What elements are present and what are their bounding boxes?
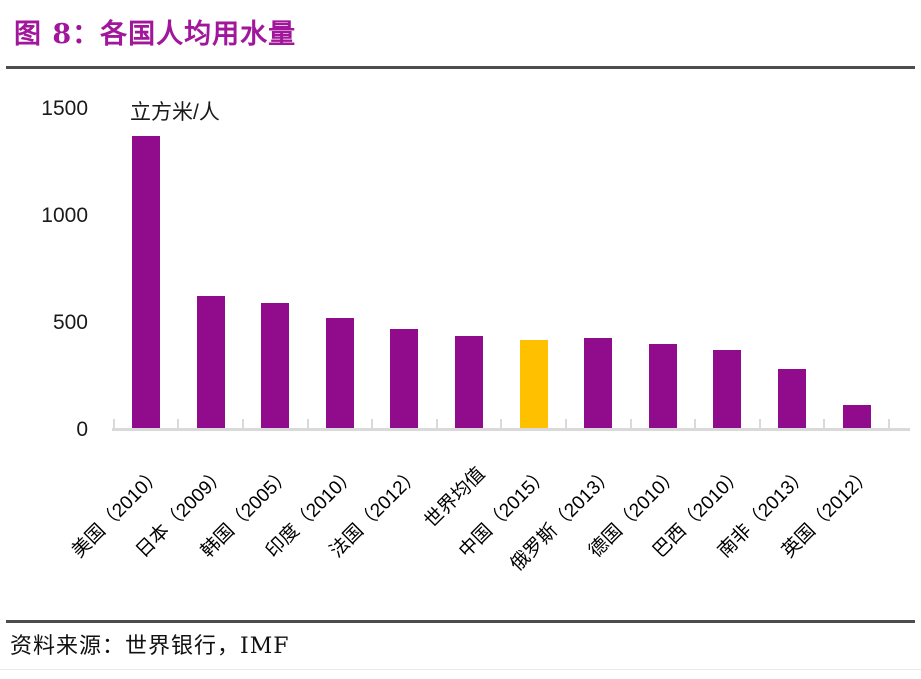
bar — [648, 344, 677, 431]
bar — [455, 336, 483, 431]
title-divider-line — [6, 66, 915, 69]
bar — [778, 369, 806, 431]
x-axis-line — [112, 428, 910, 431]
bar — [132, 136, 160, 431]
bar — [713, 350, 742, 431]
x-axis-tick-mark — [694, 419, 697, 429]
bar — [261, 303, 290, 431]
x-axis-tick-mark — [500, 419, 503, 429]
figure-title: 图 8：各国人均用水量 — [14, 19, 297, 50]
x-axis-tick-mark — [112, 419, 115, 429]
x-axis-tick-mark — [306, 419, 309, 429]
x-axis-tick-mark — [435, 419, 438, 429]
y-axis-tick-label: 1500 — [41, 97, 88, 120]
x-axis-tick-mark — [177, 419, 180, 429]
source-note: 资料来源：世界银行，IMF — [10, 634, 290, 659]
x-axis-tick-mark — [241, 419, 244, 429]
x-axis-tick-mark — [371, 419, 374, 429]
bar-highlighted — [519, 340, 548, 431]
y-axis-unit-label: 立方米/人 — [130, 101, 220, 124]
source-divider-line — [6, 620, 915, 623]
y-axis-tick-label: 500 — [52, 311, 88, 334]
y-axis-tick-label: 0 — [76, 418, 88, 441]
page-bottom-border — [0, 669, 921, 670]
x-axis-tick-mark — [629, 419, 632, 429]
bar — [390, 329, 419, 431]
bar — [196, 296, 225, 431]
bar — [842, 405, 871, 431]
x-axis-tick-mark — [758, 419, 761, 429]
x-axis-tick-mark — [564, 419, 567, 429]
y-axis-tick-label: 1000 — [41, 204, 88, 227]
bar — [584, 338, 613, 431]
x-axis-tick-mark — [887, 419, 890, 429]
x-axis-tick-mark — [823, 419, 826, 429]
bar — [325, 318, 354, 431]
